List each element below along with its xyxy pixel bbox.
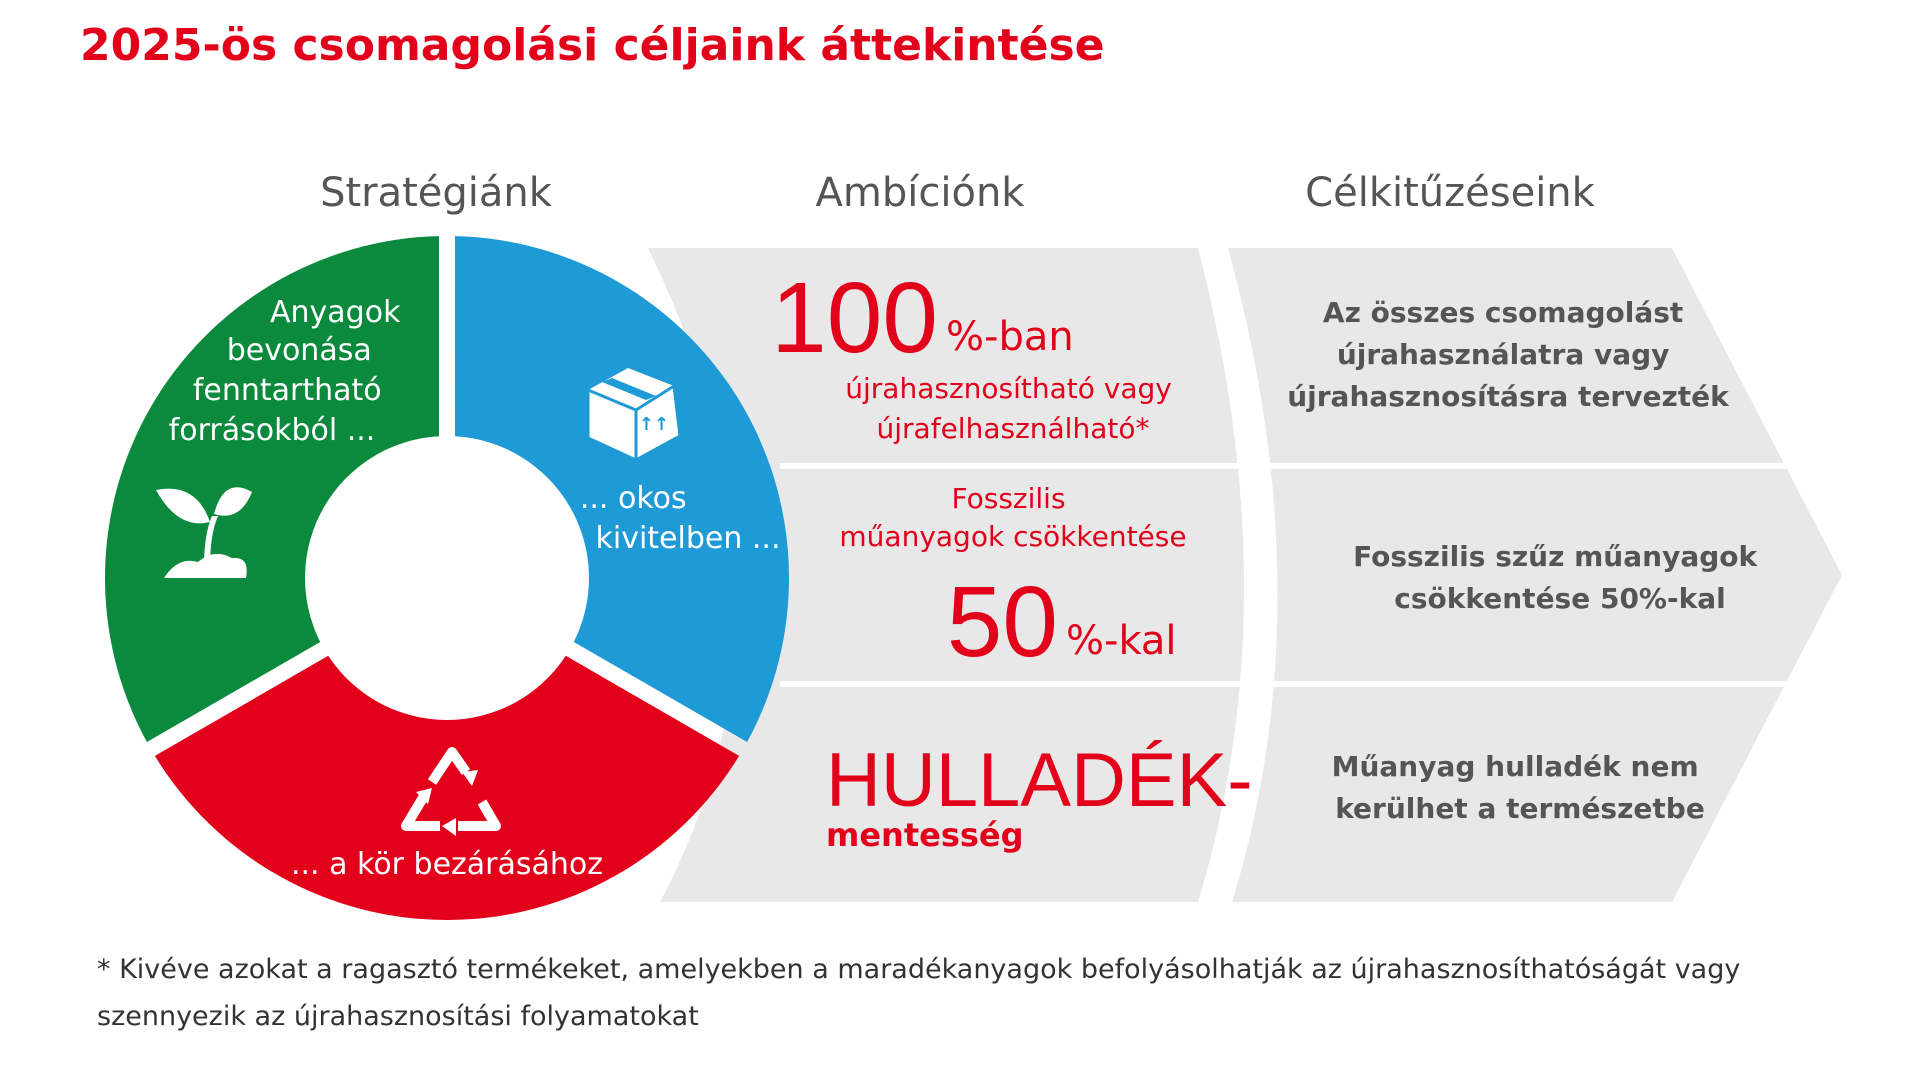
box-icon: ↑↑	[586, 368, 682, 463]
strategy-green-label: Anyagok bevonása fenntartható forrásokbó…	[169, 295, 410, 448]
ambition-row1-line-2: újrafelhasználható*	[877, 412, 1150, 445]
column-header-goals: Célkitűzéseink	[1305, 170, 1595, 216]
ambition-waste-sub: mentesség	[826, 816, 1024, 854]
ambition-50-value: 50	[947, 566, 1058, 678]
recycle-icon	[401, 747, 501, 836]
ambition-row2-desc: Fosszilis műanyagok csökkentése	[839, 482, 1186, 553]
goal-row3-line-1: Műanyag hulladék nem	[1332, 750, 1699, 783]
goal-row1-text: Az összes csomagolást újrahasználatra va…	[1287, 296, 1730, 413]
ambition-row2-line-2: műanyagok csökkentése	[839, 520, 1186, 553]
ambition-waste-title: HULLADÉK-	[826, 738, 1253, 823]
page-title: 2025-ös csomagolási céljaink áttekintése	[80, 20, 1105, 71]
svg-text:↑↑: ↑↑	[639, 414, 669, 435]
column-header-strategy: Stratégiánk	[320, 170, 553, 216]
ambition-row2-line-1: Fosszilis	[952, 482, 1066, 515]
ambition-100-suffix: %-ban	[946, 314, 1074, 360]
ambition-50-suffix: %-kal	[1066, 618, 1177, 664]
goal-row1-line-3: újrahasznosításra tervezték	[1287, 380, 1730, 413]
footnote-line-2: szennyezik az újrahasznosítási folyamato…	[97, 1001, 699, 1032]
goal-row2-line-2: csökkentése 50%-kal	[1394, 582, 1725, 615]
strategy-blue-label: ... okos kivitelben ...	[580, 481, 781, 556]
strategy-segment-blue	[454, 236, 789, 743]
strategy-donut	[104, 236, 789, 921]
strategy-red-label: ... a kör bezárásához	[291, 847, 603, 882]
strategy-green-line-1: Anyagok	[270, 295, 401, 330]
strategy-segment-green	[104, 236, 440, 743]
strategy-blue-line-2: kivitelben ...	[595, 521, 780, 556]
column-header-ambition: Ambíciónk	[816, 170, 1026, 216]
strategy-green-line-4: forrásokból ...	[169, 413, 376, 448]
ambition-row1-desc: újrahasznosítható vagy újrafelhasználhat…	[845, 372, 1181, 445]
goal-row3-text: Műanyag hulladék nem kerülhet a természe…	[1332, 750, 1709, 825]
goal-row3-line-2: kerülhet a természetbe	[1335, 792, 1705, 825]
ambition-panel	[648, 248, 1244, 902]
footnote-line-1: * Kivéve azokat a ragasztó termékeket, a…	[97, 954, 1741, 985]
plant-sprout-icon	[156, 487, 252, 578]
ambition-row1-line-1: újrahasznosítható vagy	[845, 372, 1172, 405]
footnote: * Kivéve azokat a ragasztó termékeket, a…	[97, 946, 1797, 1040]
goal-row1-line-2: újrahasználatra vagy	[1337, 338, 1670, 371]
strategy-green-line-2: bevonása	[227, 333, 372, 368]
strategy-blue-line-1: ... okos	[580, 481, 687, 516]
goals-panel	[1228, 248, 1842, 902]
goal-row2-line-1: Fosszilis szűz műanyagok	[1353, 540, 1758, 573]
goal-row2-text: Fosszilis szűz műanyagok csökkentése 50%…	[1353, 540, 1767, 615]
ambition-100-value: 100	[771, 262, 938, 374]
strategy-segment-red	[154, 655, 740, 921]
strategy-green-line-3: fenntartható	[193, 373, 382, 408]
goal-row1-line-1: Az összes csomagolást	[1323, 296, 1683, 329]
